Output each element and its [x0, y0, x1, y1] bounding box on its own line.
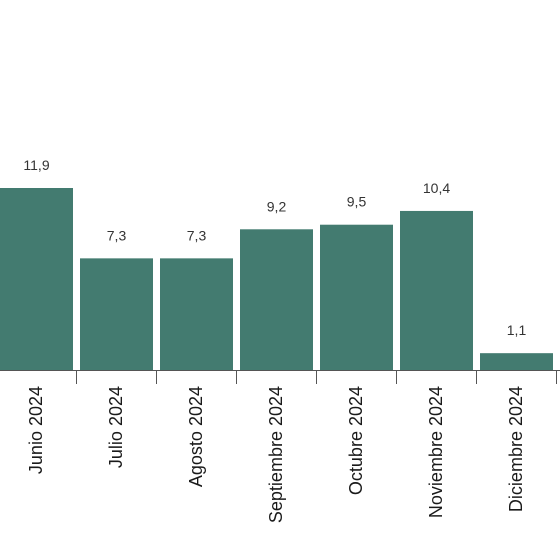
data-label: 7,3 — [187, 227, 207, 243]
data-label: 10,4 — [423, 180, 450, 196]
data-label: 7,3 — [107, 227, 127, 243]
x-axis — [0, 370, 560, 384]
bar — [240, 229, 313, 370]
bar — [160, 258, 233, 370]
bar — [0, 188, 73, 370]
x-tick-label: Diciembre 2024 — [506, 386, 526, 512]
x-tick-label: Julio 2024 — [106, 386, 126, 468]
x-tick-label: Septiembre 2024 — [266, 386, 286, 523]
bar — [320, 224, 393, 370]
data-label: 9,2 — [267, 198, 287, 214]
labels-layer: 11,9 Junio 2024 7,3 Julio 2024 7,3 Agosto 202… — [23, 157, 526, 523]
bar — [400, 210, 473, 370]
data-label: 9,5 — [347, 194, 367, 210]
x-tick-label: Junio 2024 — [26, 386, 46, 474]
x-tick-label: Octubre 2024 — [346, 386, 366, 495]
bar — [480, 353, 553, 370]
x-tick-label: Agosto 2024 — [186, 386, 206, 487]
x-tick-label: Noviembre 2024 — [426, 386, 446, 518]
data-label: 11,9 — [23, 157, 49, 173]
bars-layer — [0, 188, 553, 370]
bar — [80, 258, 153, 370]
data-label: 1,1 — [507, 322, 527, 338]
